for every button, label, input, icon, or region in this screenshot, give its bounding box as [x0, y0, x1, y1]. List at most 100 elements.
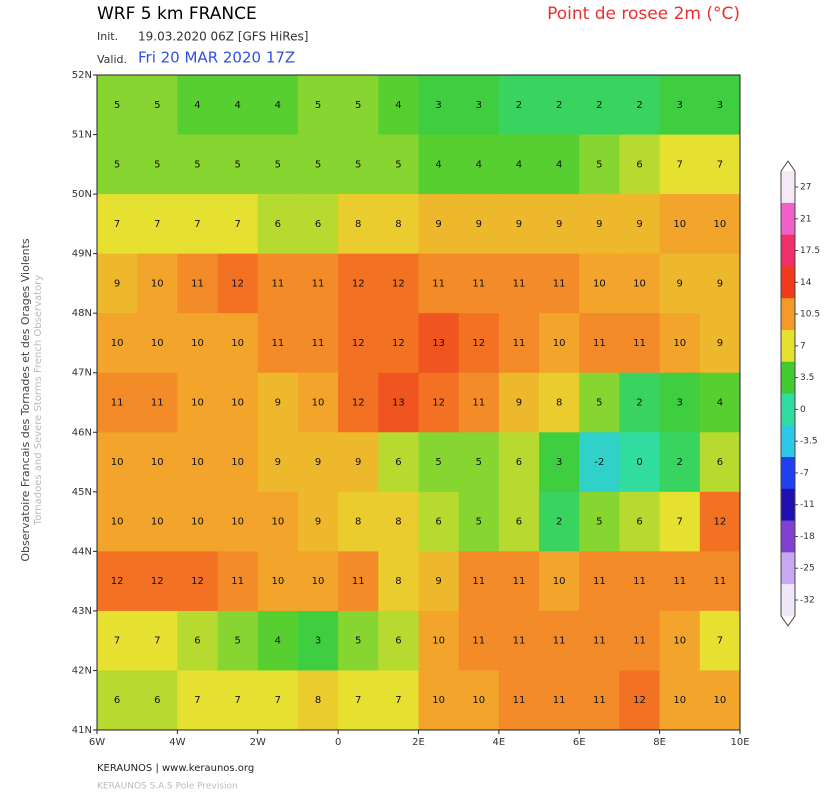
lon-label: 2W: [250, 737, 266, 748]
cell-value: 7: [275, 695, 281, 706]
cell-value: 12: [472, 338, 485, 349]
cell-value: 7: [194, 695, 200, 706]
cell: [579, 610, 620, 671]
cell: [97, 670, 138, 731]
lon-label: 8E: [653, 737, 666, 748]
cell: [418, 610, 460, 671]
cell-value: 11: [472, 636, 485, 647]
cell: [297, 432, 339, 493]
cell-value: 10: [231, 338, 244, 349]
cell-value: 10: [191, 517, 204, 528]
footer: KERAUNOS | www.keraunos.org: [97, 763, 254, 774]
cell-value: 7: [194, 219, 200, 230]
cell: [498, 313, 540, 374]
cell: [217, 670, 259, 731]
cell: [217, 432, 259, 493]
cell: [619, 551, 661, 612]
cell-value: 4: [275, 636, 281, 647]
cell-value: 5: [234, 636, 240, 647]
cell: [257, 432, 299, 493]
cell: [539, 432, 580, 493]
cell-value: 3: [717, 100, 723, 111]
cell-value: 10: [151, 457, 164, 468]
cell-value: 11: [513, 695, 526, 706]
cell: [177, 610, 219, 671]
cell: [137, 313, 178, 374]
cell: [177, 432, 219, 493]
cell: [97, 432, 138, 493]
cell-value: 9: [717, 278, 723, 289]
cell-value: 10: [673, 338, 686, 349]
cell: [217, 194, 259, 255]
lat-label: 41N: [72, 725, 92, 736]
cell: [418, 432, 460, 493]
cell: [619, 491, 661, 552]
cell: [378, 372, 419, 433]
cell: [217, 551, 259, 612]
cell: [458, 610, 500, 671]
cell: [418, 253, 460, 314]
cell: [699, 253, 741, 314]
cell-value: 9: [275, 457, 281, 468]
cell-value: 9: [677, 278, 683, 289]
lon-label: 6E: [573, 737, 586, 748]
cell-value: 10: [312, 398, 325, 409]
cell-value: 10: [111, 517, 124, 528]
cell-value: 10: [271, 576, 284, 587]
cell: [458, 134, 500, 195]
colorbar-label: 3.5: [800, 373, 814, 383]
lat-label: 42N: [72, 665, 92, 676]
cell: [257, 491, 299, 552]
lat-label: 48N: [72, 308, 92, 319]
cell-value: 11: [513, 576, 526, 587]
cell-value: 10: [432, 636, 445, 647]
cell: [659, 253, 701, 314]
cell: [619, 253, 661, 314]
cell-value: 5: [275, 159, 281, 170]
colorbar-segment: [781, 425, 795, 458]
cell: [97, 372, 138, 433]
cell: [338, 372, 379, 433]
cell-value: 5: [154, 100, 160, 111]
cell-value: 10: [673, 695, 686, 706]
cell: [338, 75, 379, 136]
cell-value: 12: [231, 278, 244, 289]
cell-value: 5: [476, 457, 482, 468]
cell: [579, 75, 620, 136]
cell-value: 11: [513, 636, 526, 647]
cell: [539, 194, 580, 255]
cell-value: 11: [432, 278, 445, 289]
side-text: Observatoire Francais des Tornades et de…: [19, 238, 32, 562]
cell: [458, 491, 500, 552]
cell-value: 3: [677, 398, 683, 409]
cell: [177, 134, 219, 195]
cell-value: 10: [432, 695, 445, 706]
cell-value: 10: [231, 457, 244, 468]
cell: [619, 610, 661, 671]
cell: [659, 313, 701, 374]
cell-value: 12: [352, 398, 365, 409]
cell-value: 7: [355, 695, 361, 706]
product: Point de rosee 2m (°C): [547, 4, 740, 24]
cell: [338, 670, 379, 731]
cell: [177, 253, 219, 314]
cell-value: 10: [553, 576, 566, 587]
cell-value: 12: [191, 576, 204, 587]
cell-value: 10: [472, 695, 485, 706]
colorbar-label: -7: [800, 468, 809, 478]
cell-value: 6: [435, 517, 441, 528]
cell-value: 5: [355, 159, 361, 170]
colorbar-segment: [781, 202, 795, 236]
cell-value: 11: [513, 278, 526, 289]
cell-value: 10: [714, 695, 727, 706]
cell: [297, 75, 339, 136]
cell-value: 10: [231, 517, 244, 528]
colorbar-label: 14: [800, 278, 812, 288]
cell-value: 10: [191, 457, 204, 468]
cell: [137, 134, 178, 195]
colorbar-label: -3.5: [800, 437, 818, 447]
colorbar-segment: [781, 171, 795, 204]
cell-value: 10: [593, 278, 606, 289]
cell-value: 11: [271, 338, 284, 349]
lat-label: 50N: [72, 189, 92, 200]
